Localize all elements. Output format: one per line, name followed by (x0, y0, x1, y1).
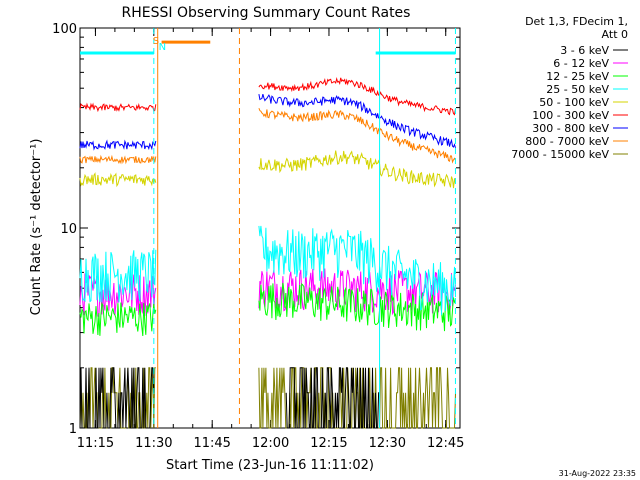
legend-label: 300 - 800 keV (532, 122, 609, 135)
flag-marker-S: S (153, 36, 159, 47)
x-tick-label: 12:30 (369, 436, 406, 451)
series-line (258, 77, 456, 116)
series-line (79, 139, 157, 151)
series-line (258, 108, 456, 164)
legend-label: 3 - 6 keV (560, 44, 609, 57)
plot-area: 1 10 100 11:15 11:30 11:45 12:00 12:15 12:30 12:4… (52, 22, 464, 451)
series-line (285, 367, 380, 429)
y-tick-label: 100 (52, 22, 77, 37)
legend-title-line: Att 0 (602, 28, 628, 41)
x-tick-label: 11:15 (77, 436, 114, 451)
series-line (258, 367, 456, 429)
legend-label: 12 - 25 keV (546, 70, 609, 83)
legend-label: 50 - 100 keV (539, 96, 609, 109)
legend-label: 6 - 12 keV (553, 57, 609, 70)
x-tick-label: 12:45 (427, 436, 464, 451)
x-tick-label: 11:45 (193, 436, 230, 451)
series-line (79, 273, 157, 318)
series-line (79, 301, 157, 337)
x-axis-label: Start Time (23-Jun-16 11:11:02) (166, 458, 374, 473)
x-tick-label: 12:15 (310, 436, 347, 451)
series-line (258, 268, 456, 316)
x-tick-label: 11:30 (135, 436, 172, 451)
y-tick-label: 10 (60, 222, 77, 237)
series-line (258, 93, 456, 149)
series-line (258, 225, 456, 316)
legend-label: 800 - 7000 keV (525, 135, 609, 148)
chart-title: RHESSI Observing Summary Count Rates (122, 5, 411, 21)
series-line (79, 102, 157, 113)
series-line (258, 150, 456, 189)
flag-marker-N: N (159, 42, 166, 53)
y-axis-label: Count Rate (s⁻¹ detector⁻¹) (29, 139, 44, 316)
legend-title-line: Det 1,3, FDecim 1, (525, 15, 628, 28)
series-line (79, 172, 157, 188)
series-line (79, 367, 155, 429)
series-line (79, 154, 157, 165)
y-tick-label: 1 (69, 422, 77, 437)
legend-label: 25 - 50 keV (546, 83, 609, 96)
x-tick-label: 12:00 (252, 436, 289, 451)
legend-label: 7000 - 15000 keV (511, 148, 609, 161)
series-line (79, 249, 157, 303)
legend-label: 100 - 300 keV (532, 109, 609, 122)
footer-timestamp: 31-Aug-2022 23:35 (559, 469, 636, 478)
